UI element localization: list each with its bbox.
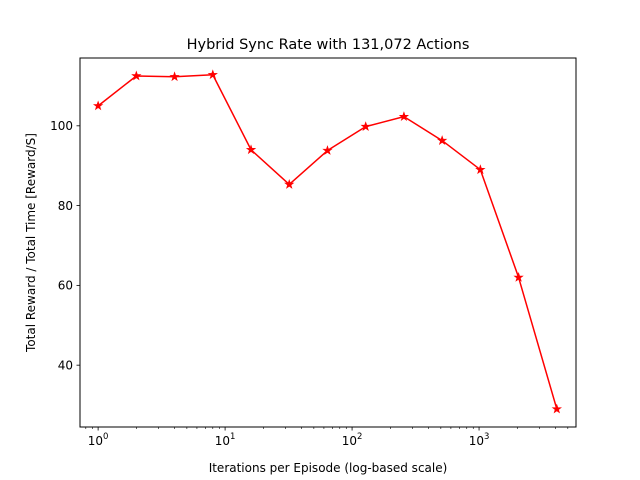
data-point-marker (360, 121, 371, 131)
data-point-marker (322, 145, 333, 155)
plot-frame (79, 57, 577, 428)
plot-data (92, 69, 562, 414)
x-tick-exponent: 2 (357, 432, 362, 442)
y-tick-label: 40 (58, 358, 73, 372)
data-point-marker (169, 71, 180, 82)
y-tick-label: 80 (58, 199, 73, 213)
data-point-marker (475, 164, 486, 175)
data-point-marker (245, 144, 257, 155)
x-tick-exponent: 0 (103, 432, 108, 442)
data-point-marker (513, 271, 524, 282)
x-tick-base: 10 (88, 434, 103, 448)
x-tick-base: 10 (215, 434, 230, 448)
x-tick-base: 10 (342, 434, 357, 448)
y-tick-label: 60 (58, 279, 73, 293)
data-point-marker (284, 179, 295, 189)
y-axis-title: Total Reward / Total Time [Reward/S] (24, 133, 38, 353)
y-tick-label: 100 (50, 119, 73, 133)
x-tick-label: 103 (469, 432, 490, 448)
x-tick-label: 102 (342, 432, 363, 448)
x-tick-label: 101 (215, 432, 236, 448)
chart-title: Hybrid Sync Rate with 131,072 Actions (187, 37, 470, 53)
x-axis-title: Iterations per Episode (log-based scale) (209, 461, 448, 475)
x-tick-exponent: 3 (484, 432, 489, 442)
data-point-marker (398, 111, 410, 122)
x-tick-base: 10 (469, 434, 484, 448)
data-point-marker (131, 70, 142, 81)
data-point-marker (436, 135, 448, 145)
x-tick-label: 100 (88, 432, 109, 448)
x-tick-exponent: 1 (230, 432, 235, 442)
data-point-marker (207, 69, 218, 80)
data-point-marker (92, 100, 104, 111)
data-point-marker (551, 403, 562, 414)
